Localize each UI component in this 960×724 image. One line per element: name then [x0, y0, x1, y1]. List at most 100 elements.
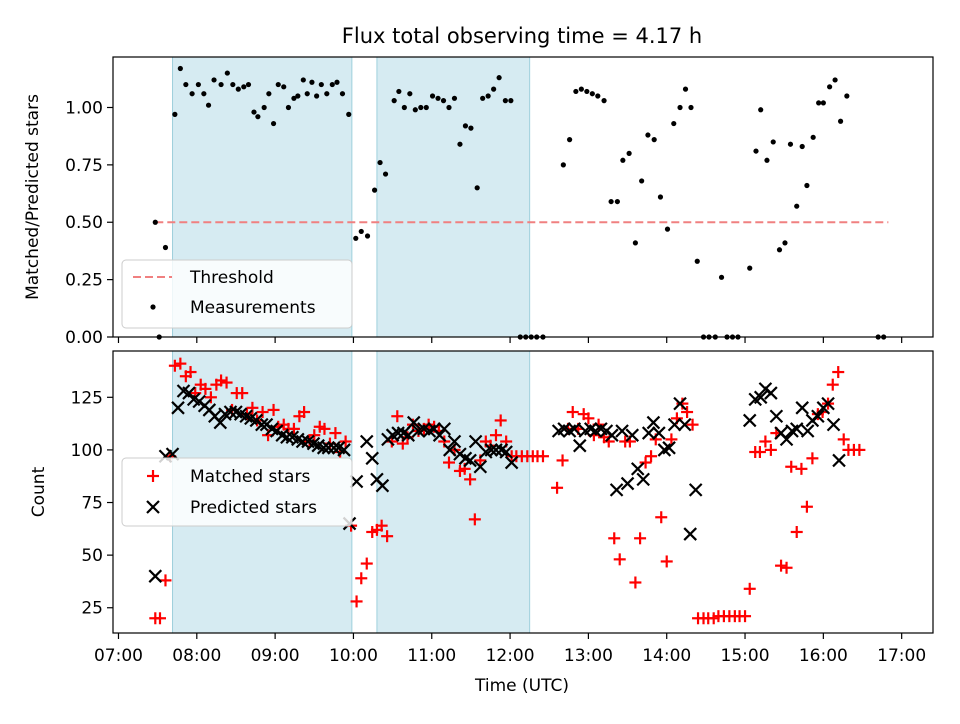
predicted-marker-stroke	[795, 401, 809, 415]
measurement-point	[837, 118, 844, 124]
matched-star-point	[199, 382, 212, 395]
predicted-marker-stroke	[641, 426, 656, 440]
predicted-star-point	[688, 483, 703, 497]
measurement-point	[235, 86, 241, 92]
predicted-star-point	[677, 417, 692, 432]
bottom-y-tick-label: 25	[81, 599, 103, 619]
predicted-marker-stroke	[213, 415, 228, 430]
matched-star-point	[215, 374, 228, 387]
measurement-point	[346, 111, 352, 117]
predicted-star-point	[295, 434, 310, 449]
predicted-marker-stroke	[359, 434, 374, 449]
predicted-star-point	[391, 426, 405, 440]
measurement-point	[827, 84, 833, 90]
measurement-point	[718, 274, 725, 280]
matched-star-point	[442, 456, 455, 469]
x-tick-label: 16:00	[799, 646, 848, 666]
matched-legend-swatch	[147, 470, 159, 482]
matched-star-point	[780, 561, 793, 574]
predicted-marker-stroke	[391, 426, 405, 440]
measurement-point	[152, 219, 158, 225]
matched-star-point	[298, 406, 311, 419]
predicted-star-point	[764, 386, 778, 400]
measurement-point	[451, 95, 458, 101]
predicted-marker-stroke	[148, 569, 163, 583]
measurement-point	[218, 81, 224, 88]
matched-star-point	[204, 391, 217, 404]
matched-star-point	[318, 422, 331, 435]
x-tick-label: 11:00	[407, 646, 456, 666]
measurements-legend-label: Measurements	[190, 298, 316, 318]
matched-star-point	[806, 452, 819, 465]
predicted-star-point	[327, 441, 341, 455]
predicted-star-point	[789, 422, 804, 436]
predicted-marker-stroke	[301, 434, 315, 449]
bottom-plot-frame	[112, 350, 934, 634]
measurement-point	[485, 93, 491, 99]
matched-star-point	[645, 450, 658, 463]
predicted-star-point	[375, 478, 390, 493]
matched-star-point	[551, 481, 564, 494]
matched-star-point	[826, 378, 839, 391]
predicted-star-point	[504, 455, 519, 470]
predicted-marker-stroke	[630, 462, 645, 476]
measurement-point	[810, 134, 816, 140]
measurement-point	[657, 194, 664, 200]
matched-star-point	[837, 433, 850, 446]
predicted-marker-stroke	[826, 417, 841, 432]
measurement-point	[285, 104, 292, 111]
measurement-point	[664, 226, 671, 232]
top-y-tick-label: 1.00	[65, 98, 103, 118]
matched-star-point	[739, 610, 752, 623]
x-axis-label: Time (UTC)	[474, 676, 569, 696]
measurement-point	[205, 102, 212, 108]
matched-star-point	[153, 612, 166, 625]
measurement-point	[435, 95, 441, 101]
predicted-marker-stroke	[239, 409, 253, 424]
measurement-point	[245, 81, 252, 88]
measurement-point	[820, 100, 826, 106]
predicted-star-point	[442, 443, 457, 457]
predicted-star-point	[667, 417, 682, 432]
measurement-point	[508, 98, 514, 104]
matched-star-point	[660, 555, 673, 568]
predicted-marker-stroke	[349, 474, 364, 489]
measurement-point	[804, 182, 810, 189]
predicted-star-point	[779, 432, 794, 447]
predicted-star-point	[605, 428, 619, 442]
measurement-point	[377, 159, 383, 166]
measurement-point	[224, 70, 230, 76]
predicted-marker-stroke	[609, 483, 624, 497]
measurement-point	[172, 111, 178, 117]
measurement-point	[758, 107, 764, 113]
measurement-point	[309, 79, 315, 85]
matched-star-point	[220, 376, 233, 389]
predicted-marker-stroke	[753, 390, 768, 405]
matched-star-point	[764, 443, 777, 456]
predicted-marker-stroke	[769, 409, 784, 424]
bottom-y-tick-label: 50	[81, 546, 103, 566]
predicted-star-point	[769, 409, 784, 424]
measurement-point	[595, 93, 601, 99]
measurement-point	[211, 77, 217, 83]
predicted-star-point	[609, 483, 624, 497]
predicted-marker-stroke	[504, 455, 519, 470]
x-tick-label: 17:00	[877, 646, 926, 666]
top-y-tick-label: 0.25	[65, 271, 103, 291]
top-y-tick-label: 0.00	[65, 328, 103, 348]
measurement-point	[295, 93, 301, 99]
x-tick-label: 12:00	[486, 646, 535, 666]
predicted-marker-stroke	[186, 392, 201, 407]
predicted-marker-stroke	[673, 396, 687, 411]
top-observing-window-1	[376, 56, 531, 338]
matched-star-point	[350, 595, 363, 608]
measurement-point	[816, 100, 822, 106]
predicted-star-point	[800, 424, 815, 438]
top-legend-box	[121, 259, 353, 329]
predicted-marker-stroke	[265, 422, 279, 436]
measurement-point	[371, 187, 378, 193]
predicted-marker-stroke	[646, 415, 661, 430]
predicted-star-point	[468, 434, 483, 449]
matched-star-point	[355, 572, 368, 585]
measurement-point	[183, 81, 189, 88]
